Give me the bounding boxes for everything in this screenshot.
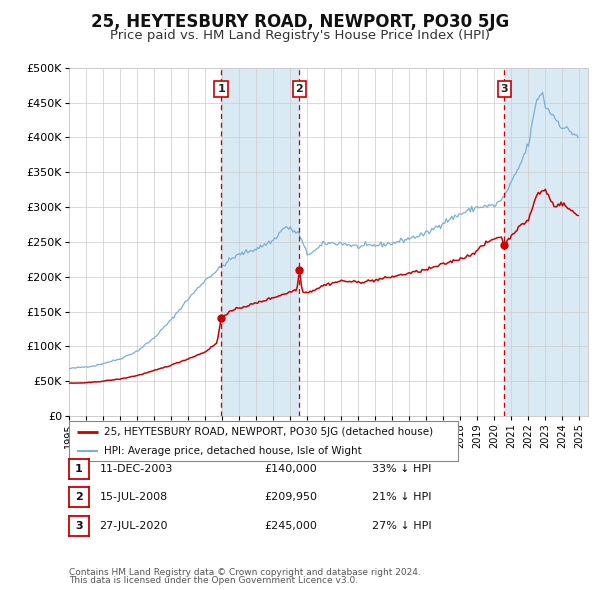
Bar: [504, 68, 588, 416]
Text: 25, HEYTESBURY ROAD, NEWPORT, PO30 5JG: 25, HEYTESBURY ROAD, NEWPORT, PO30 5JG: [91, 13, 509, 31]
Bar: [221, 68, 299, 416]
Text: 21% ↓ HPI: 21% ↓ HPI: [372, 493, 431, 502]
Text: 25, HEYTESBURY ROAD, NEWPORT, PO30 5JG (detached house): 25, HEYTESBURY ROAD, NEWPORT, PO30 5JG (…: [104, 428, 433, 438]
Text: 3: 3: [75, 521, 83, 530]
Text: 1: 1: [75, 464, 83, 474]
Text: HPI: Average price, detached house, Isle of Wight: HPI: Average price, detached house, Isle…: [104, 447, 362, 456]
Text: 2: 2: [75, 493, 83, 502]
Text: £209,950: £209,950: [264, 493, 317, 502]
Text: 27% ↓ HPI: 27% ↓ HPI: [372, 521, 431, 530]
Text: 27-JUL-2020: 27-JUL-2020: [100, 521, 168, 530]
Text: 15-JUL-2008: 15-JUL-2008: [100, 493, 168, 502]
Text: £245,000: £245,000: [264, 521, 317, 530]
Text: £140,000: £140,000: [264, 464, 317, 474]
Text: This data is licensed under the Open Government Licence v3.0.: This data is licensed under the Open Gov…: [69, 576, 358, 585]
Text: 3: 3: [500, 84, 508, 94]
Text: 1: 1: [217, 84, 225, 94]
Text: 33% ↓ HPI: 33% ↓ HPI: [372, 464, 431, 474]
Text: 2: 2: [296, 84, 303, 94]
Text: Contains HM Land Registry data © Crown copyright and database right 2024.: Contains HM Land Registry data © Crown c…: [69, 568, 421, 577]
Text: 11-DEC-2003: 11-DEC-2003: [100, 464, 173, 474]
Text: Price paid vs. HM Land Registry's House Price Index (HPI): Price paid vs. HM Land Registry's House …: [110, 30, 490, 42]
